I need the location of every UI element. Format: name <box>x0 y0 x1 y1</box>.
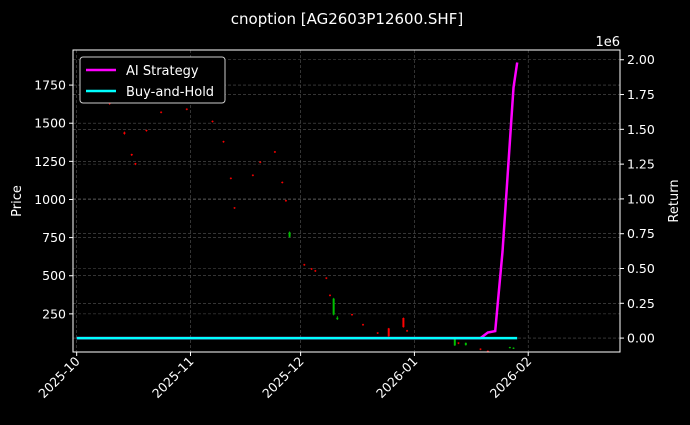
candle-body <box>273 151 276 153</box>
candle-body <box>160 111 163 113</box>
candle-body <box>281 181 284 183</box>
candle-body <box>185 108 188 110</box>
candle-body <box>259 161 262 163</box>
candle-body <box>251 174 254 176</box>
left-tick-label: 1750 <box>34 78 66 93</box>
right-tick-label: 1.25 <box>627 157 655 172</box>
legend: AI Strategy Buy-and-Hold <box>79 56 226 104</box>
candle-body <box>284 200 287 202</box>
candle-body <box>288 232 291 237</box>
candle-body <box>314 270 317 272</box>
left-tick-label: 750 <box>42 230 66 245</box>
right-tick-label: 0.25 <box>627 296 655 311</box>
candle-body <box>336 317 339 320</box>
y-label-right: Return <box>667 179 682 222</box>
right-offset-label: 1e6 <box>595 35 620 50</box>
right-tick-label: 1.00 <box>627 191 655 206</box>
candle-body <box>328 294 331 296</box>
plot-frame <box>72 49 621 353</box>
candle-body <box>145 130 148 132</box>
return-lines <box>76 62 519 340</box>
candle-body <box>332 298 335 315</box>
ai-strategy-line <box>76 62 519 340</box>
x-tick-label: 2025-10 <box>35 353 83 401</box>
candle-body <box>376 332 379 334</box>
left-tick-label: 500 <box>42 268 66 283</box>
candle-body <box>310 268 313 270</box>
left-tick-label: 250 <box>42 306 66 321</box>
y-label-left: Price <box>10 185 25 217</box>
left-tick-label: 1500 <box>34 116 66 131</box>
x-axis: 2025-10 2025-11 2025-12 2026-01 2026-02 <box>35 352 534 401</box>
legend-label-ai: AI Strategy <box>126 64 199 79</box>
candle-body <box>123 132 126 134</box>
candle-body <box>233 207 236 209</box>
right-tick-label: 1.50 <box>627 122 655 137</box>
left-tick-label: 1000 <box>34 192 66 207</box>
candle-body <box>406 330 409 332</box>
candle-body <box>134 163 137 165</box>
candle-body <box>325 277 328 279</box>
candle-body <box>222 141 225 143</box>
candle-body <box>229 177 232 179</box>
candle-body <box>387 328 390 337</box>
left-axis: 250 500 750 1000 1250 1500 1750 <box>34 78 73 321</box>
right-tick-label: 0.75 <box>627 226 655 241</box>
candle-body <box>508 347 511 349</box>
candle-body <box>130 154 133 156</box>
chart-title: cnoption [AG2603P12600.SHF] <box>231 10 463 28</box>
x-tick-label: 2026-01 <box>373 354 421 402</box>
candle-body <box>303 264 306 266</box>
candle-body <box>512 347 515 349</box>
right-tick-label: 0.00 <box>627 331 655 346</box>
candles <box>108 101 515 352</box>
x-tick-label: 2026-02 <box>487 354 535 402</box>
candle-body <box>211 120 214 122</box>
left-tick-label: 1250 <box>34 154 66 169</box>
candle-body <box>453 338 456 346</box>
right-tick-label: 2.00 <box>627 52 655 67</box>
right-tick-label: 0.50 <box>627 261 655 276</box>
candle-body <box>457 342 460 344</box>
right-axis: 0.00 0.25 0.50 0.75 1.00 1.25 1.50 1.75 2.00 <box>620 52 655 346</box>
candle-body <box>486 350 489 352</box>
candle-body <box>464 342 467 346</box>
candle-body <box>402 317 405 328</box>
candle-body <box>479 348 482 350</box>
legend-label-bh: Buy-and-Hold <box>126 85 214 100</box>
candle-body <box>362 324 365 326</box>
candle-body <box>351 314 354 316</box>
right-tick-label: 1.75 <box>627 87 655 102</box>
x-tick-label: 2025-12 <box>259 354 307 402</box>
x-tick-label: 2025-11 <box>149 354 197 402</box>
